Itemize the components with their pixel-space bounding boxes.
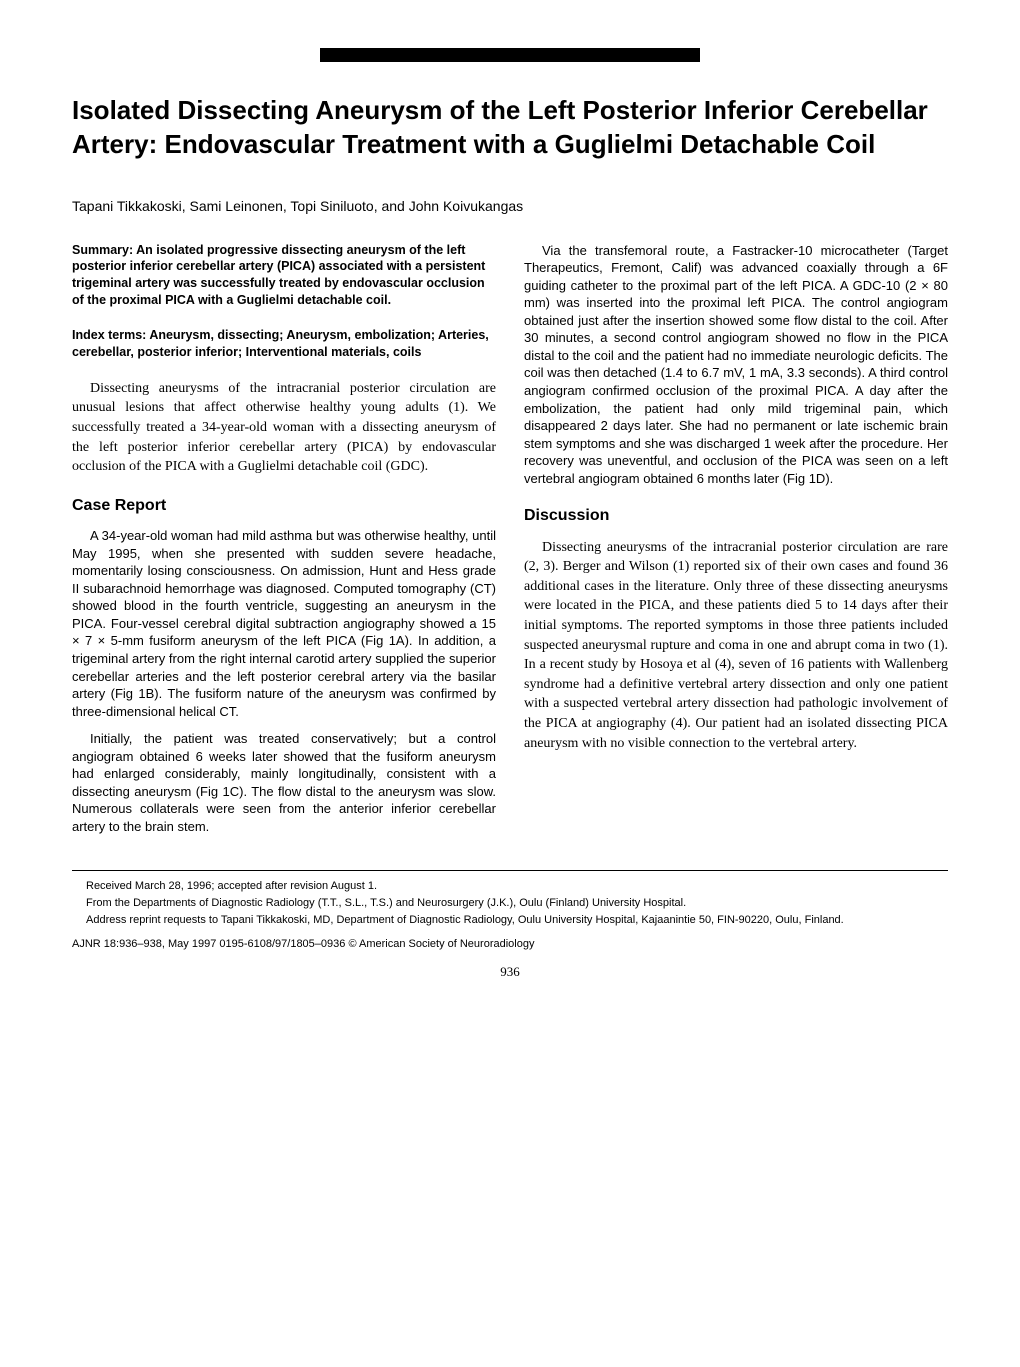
case-report-heading: Case Report: [72, 495, 496, 517]
case-report-p1: A 34-year-old woman had mild asthma but …: [72, 527, 496, 720]
two-column-layout: Summary: An isolated progressive dissect…: [72, 242, 948, 846]
footnote-reprint: Address reprint requests to Tapani Tikka…: [72, 913, 948, 928]
index-terms: Index terms: Aneurysm, dissecting; Aneur…: [72, 327, 496, 361]
discussion-p1: Dissecting aneurysms of the intracranial…: [524, 538, 948, 754]
left-column: Summary: An isolated progressive dissect…: [72, 242, 496, 846]
discussion-heading: Discussion: [524, 505, 948, 527]
case-report-p2: Initially, the patient was treated conse…: [72, 730, 496, 835]
case-report-p3: Via the transfemoral route, a Fastracker…: [524, 242, 948, 488]
footnote-departments: From the Departments of Diagnostic Radio…: [72, 896, 948, 911]
footnote-received: Received March 28, 1996; accepted after …: [72, 879, 948, 894]
authors-line: Tapani Tikkakoski, Sami Leinonen, Topi S…: [72, 198, 948, 214]
article-title: Isolated Dissecting Aneurysm of the Left…: [72, 94, 948, 162]
footnote-journal: AJNR 18:936–938, May 1997 0195-6108/97/1…: [72, 937, 948, 952]
header-bar: [320, 48, 700, 62]
right-column: Via the transfemoral route, a Fastracker…: [524, 242, 948, 846]
intro-paragraph: Dissecting aneurysms of the intracranial…: [72, 379, 496, 477]
summary-paragraph: Summary: An isolated progressive dissect…: [72, 242, 496, 310]
page-number: 936: [72, 964, 948, 980]
footnotes-block: Received March 28, 1996; accepted after …: [72, 870, 948, 953]
